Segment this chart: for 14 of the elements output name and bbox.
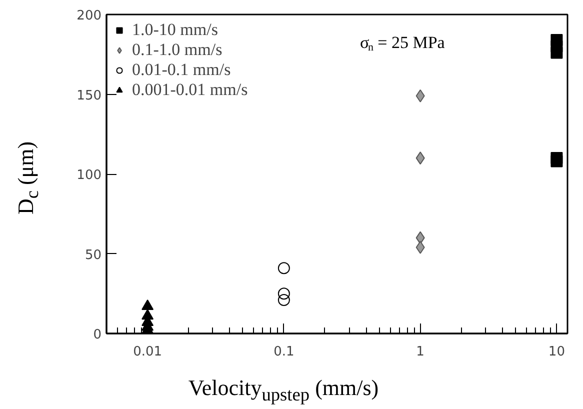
x-axis-title: Velocity$_{upstep}$ (mm/s)	[187, 375, 380, 406]
legend-label: 0.01-0.1 mm/s	[132, 60, 231, 80]
legend-label: 0.001-0.01 mm/s	[132, 80, 248, 100]
x-tick-label: 0.1	[274, 344, 294, 360]
x-tick-label: 10	[548, 344, 565, 360]
y-tick-label: 50	[84, 248, 102, 263]
x-tick-label: 0.01	[133, 344, 162, 360]
x-tick-label: 1	[416, 344, 424, 360]
y-tick-label: 100	[76, 168, 102, 183]
legend-label: 1.0-10 mm/s	[132, 20, 218, 40]
y-tick-label: 0	[93, 328, 102, 342]
y-tick-label: 200	[76, 8, 102, 24]
y-tick-label: 150	[76, 88, 102, 104]
legend-label: 0.1-1.0 mm/s	[132, 40, 222, 60]
